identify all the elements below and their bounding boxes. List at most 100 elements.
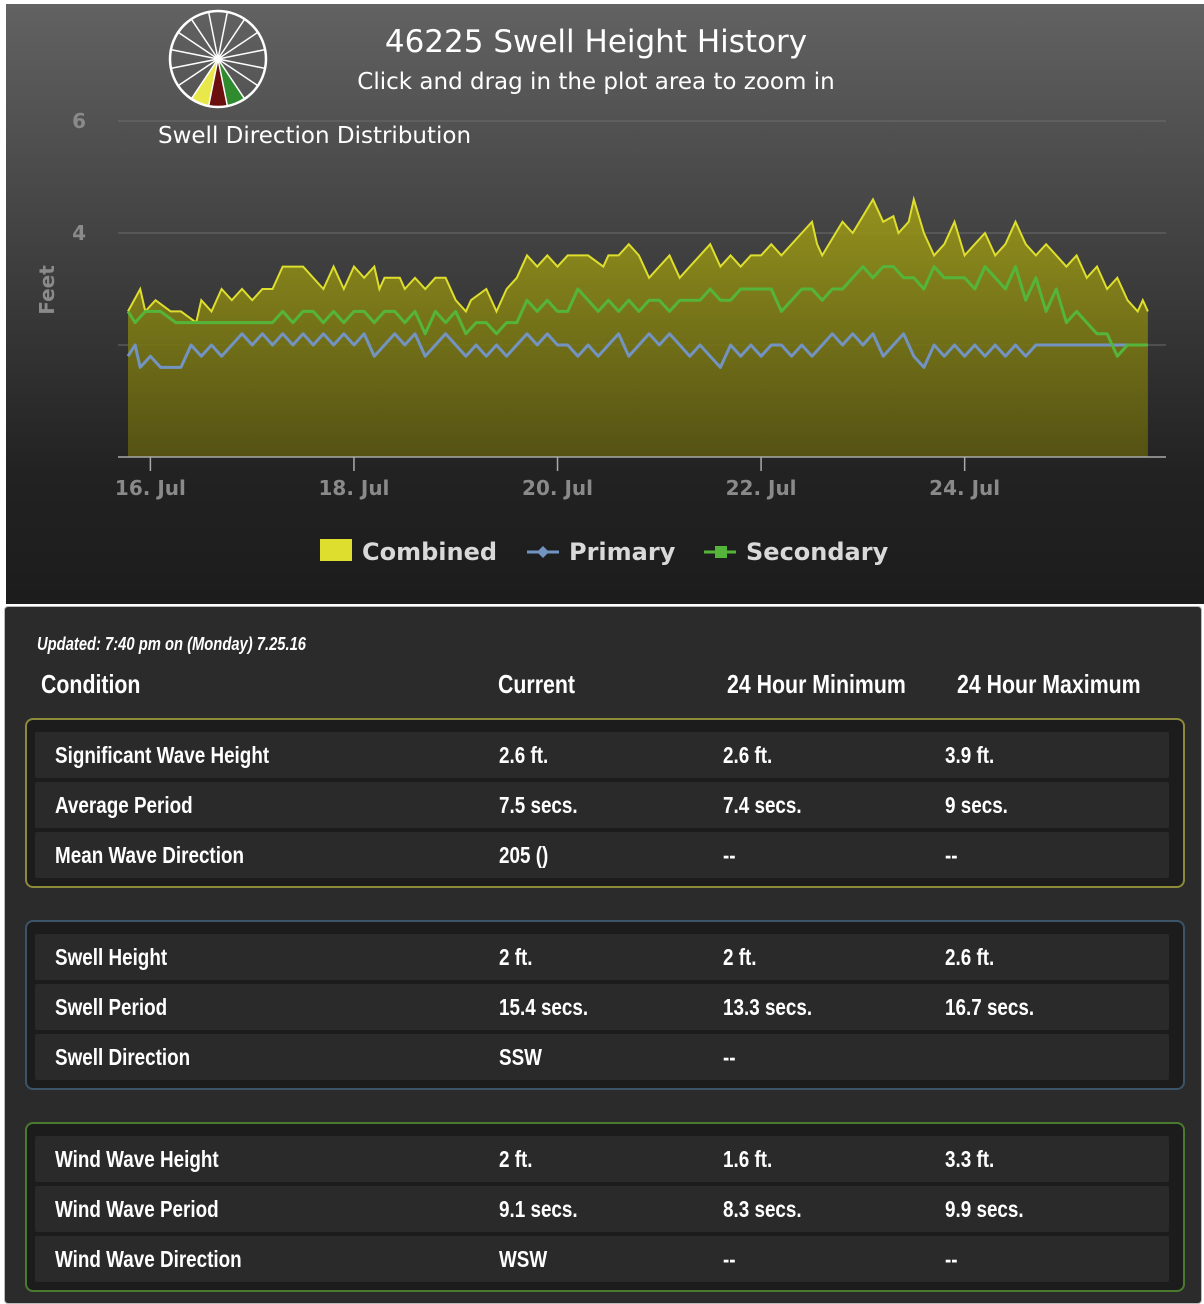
condition-name: Wind Wave Direction [55,1246,242,1272]
min-value: 13.3 secs. [723,994,813,1020]
combined-area[interactable] [128,199,1148,457]
table-row: Average Period 7.5 secs. 7.4 secs. 9 sec… [35,782,1169,828]
direction-distribution-label[interactable]: Swell Direction Distribution [158,123,471,149]
min-value: -- [723,842,736,868]
table-row: Swell Direction SSW -- [35,1034,1169,1080]
current-value: 15.4 secs. [499,994,589,1020]
wheel-spoke [190,58,219,100]
current-value: 2.6 ft. [499,742,549,768]
header-24h-maximum: 24 Hour Maximum [957,669,1141,699]
y-tick-label: 4 [72,221,86,245]
x-tick-label: 20. Jul [522,476,593,500]
wheel-spoke [170,58,219,70]
x-tick-label: 22. Jul [726,476,797,500]
wheel-spoke [217,18,246,60]
combined-series-line[interactable] [127,195,1149,325]
header-condition: Condition [41,669,141,699]
max-value: -- [945,842,958,868]
current-value: 2 ft. [499,1146,533,1172]
current-value: 9.1 secs. [499,1196,578,1222]
wheel-sector [208,59,228,108]
secondary-series-line[interactable] [126,265,1148,358]
header-current: Current [498,669,576,699]
y-axis-label: Feet [35,265,59,315]
wheel-spoke [177,31,219,60]
wheel-spoke [217,48,266,60]
updated-timestamp: Updated: 7:40 pm on (Monday) 7.25.16 [37,634,307,654]
legend: Combined Primary Secondary [320,538,889,566]
current-value: 7.5 secs. [499,792,578,818]
legend-item-primary[interactable]: Primary [527,538,676,566]
legend-combined-swatch [320,539,352,561]
condition-name: Mean Wave Direction [55,842,244,868]
wheel-spoke [217,58,259,87]
wheel-spoke [217,11,229,60]
conditions-panel: Updated: 7:40 pm on (Monday) 7.25.16 Con… [4,606,1202,1304]
legend-secondary-label: Secondary [746,538,889,566]
wheel-spoke [217,58,229,107]
legend-item-combined[interactable]: Combined [320,538,497,566]
table-row: Mean Wave Direction 205 () -- -- [35,832,1169,878]
combined-conditions-group: Significant Wave Height 2.6 ft. 2.6 ft. … [25,718,1185,888]
table-row: Wind Wave Direction WSW -- -- [35,1236,1169,1282]
max-value: 2.6 ft. [945,944,995,970]
table-row: Swell Period 15.4 secs. 13.3 secs. 16.7 … [35,984,1169,1030]
primary-swell-group: Swell Height 2 ft. 2 ft. 2.6 ft. Swell P… [25,920,1185,1090]
x-tick-label: 16. Jul [115,476,186,500]
min-value: 8.3 secs. [723,1196,802,1222]
min-value: 1.6 ft. [723,1146,773,1172]
legend-primary-label: Primary [569,538,676,566]
header-24h-minimum: 24 Hour Minimum [727,669,906,699]
wheel-spoke [217,58,266,70]
condition-name: Swell Height [55,944,168,970]
legend-combined-label: Combined [362,538,497,566]
condition-name: Wind Wave Height [55,1146,219,1172]
condition-name: Significant Wave Height [55,742,270,768]
wheel-spoke [190,18,219,60]
wheel-spoke [207,11,219,60]
min-value: 2.6 ft. [723,742,773,768]
min-value: 2 ft. [723,944,757,970]
swell-height-chart[interactable]: 4 6 16. Jul 18. Jul 20. Jul 22. Jul 24. Jul 46… [6,4,1204,604]
swell-direction-wheel-icon[interactable] [168,9,268,109]
max-value: 16.7 secs. [945,994,1035,1020]
legend-secondary-marker [715,546,727,558]
chart-panel[interactable]: 4 6 16. Jul 18. Jul 20. Jul 22. Jul 24. Jul 46… [6,4,1204,604]
max-value: 9 secs. [945,792,1008,818]
max-value: 9.9 secs. [945,1196,1024,1222]
wheel-spoke [217,31,259,60]
min-value: -- [723,1246,736,1272]
wheel-sector [218,59,245,107]
condition-name: Wind Wave Period [55,1196,219,1222]
min-value: 7.4 secs. [723,792,802,818]
wheel-spoke [217,58,246,100]
table-row: Significant Wave Height 2.6 ft. 2.6 ft. … [35,732,1169,778]
primary-series-line[interactable] [126,332,1148,369]
chart-subtitle: Click and drag in the plot area to zoom … [357,69,834,95]
max-value: -- [945,1246,958,1272]
wheel-spoke [170,48,219,60]
legend-primary-marker [537,546,549,558]
table-row: Wind Wave Height 2 ft. 1.6 ft. 3.3 ft. [35,1136,1169,1182]
chart-title: 46225 Swell Height History [385,24,807,60]
current-value: 205 () [499,842,549,868]
y-tick-label: 6 [72,109,86,133]
wheel-rim [168,9,268,109]
min-value: -- [723,1044,736,1070]
current-value: WSW [499,1246,548,1272]
max-value: 3.9 ft. [945,742,995,768]
wheel-spoke [177,58,219,87]
x-tick-label: 24. Jul [929,476,1000,500]
wind-wave-group: Wind Wave Height 2 ft. 1.6 ft. 3.3 ft. W… [25,1122,1185,1292]
condition-name: Swell Direction [55,1044,191,1070]
wheel-spoke [207,58,219,107]
x-tick-label: 18. Jul [318,476,389,500]
max-value: 3.3 ft. [945,1146,995,1172]
condition-name: Average Period [55,792,193,818]
legend-item-secondary[interactable]: Secondary [704,538,889,566]
current-value: SSW [499,1044,542,1070]
condition-name: Swell Period [55,994,168,1020]
current-value: 2 ft. [499,944,533,970]
table-row: Swell Height 2 ft. 2 ft. 2.6 ft. [35,934,1169,980]
table-row: Wind Wave Period 9.1 secs. 8.3 secs. 9.9… [35,1186,1169,1232]
